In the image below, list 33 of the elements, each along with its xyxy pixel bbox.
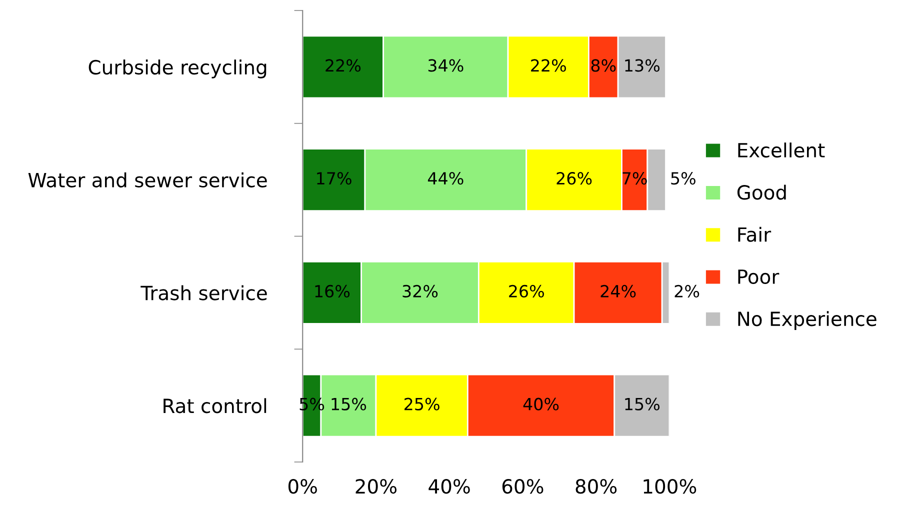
- data-label: 40%: [523, 398, 559, 410]
- data-label: 22%: [531, 59, 566, 72]
- legend-label: No Experience: [738, 311, 876, 330]
- y-tick-label: Trash service: [140, 285, 267, 300]
- data-label: 15%: [332, 398, 366, 410]
- data-label: 32%: [402, 284, 438, 298]
- data-label: 24%: [600, 284, 636, 298]
- x-tick-label: 80%: [576, 479, 617, 494]
- data-label: 26%: [509, 284, 544, 298]
- x-tick-label: 60%: [502, 479, 544, 494]
- data-label: 13%: [625, 59, 660, 72]
- data-label: 22%: [326, 59, 361, 72]
- data-label: 15%: [625, 398, 660, 410]
- data-label: 44%: [428, 172, 464, 185]
- data-label: 34%: [428, 59, 464, 72]
- data-label: 17%: [317, 172, 352, 185]
- x-tick-label: 20%: [356, 479, 397, 494]
- x-tick-label: 100%: [644, 479, 696, 494]
- y-tick-label: Water and sewer service: [28, 172, 267, 188]
- data-label: 25%: [404, 398, 440, 410]
- data-label: 8%: [591, 59, 616, 72]
- data-label: 2%: [674, 284, 700, 298]
- data-label: 5%: [671, 172, 696, 185]
- legend-label: Excellent: [738, 142, 825, 158]
- legend-label: Fair: [738, 226, 772, 242]
- legend-label: Good: [737, 184, 786, 200]
- x-tick-label: 0%: [288, 479, 317, 494]
- data-label: 26%: [556, 172, 592, 185]
- legend-label: Poor: [738, 270, 780, 284]
- x-tick-label: 40%: [428, 479, 470, 494]
- y-tick-label: Rat control: [164, 398, 266, 414]
- y-tick-label: Curbside recycling: [88, 60, 266, 78]
- data-label: 16%: [315, 284, 350, 298]
